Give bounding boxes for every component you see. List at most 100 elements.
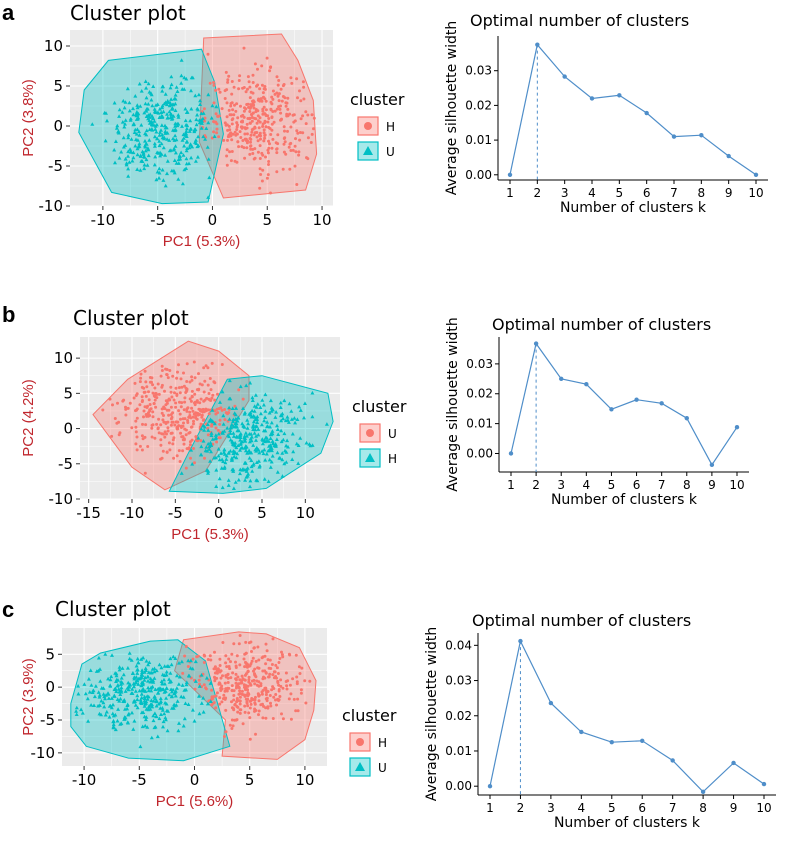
data-point-h — [221, 674, 224, 678]
data-point-u — [110, 653, 114, 657]
data-point-h — [247, 711, 251, 715]
data-point-h — [254, 117, 258, 121]
silhouette-point — [559, 376, 564, 382]
data-point-u — [148, 676, 153, 681]
data-point-u — [131, 155, 136, 160]
data-point-h — [231, 724, 235, 728]
data-point-u — [111, 713, 116, 718]
data-point-h — [299, 688, 303, 692]
data-point-u — [187, 674, 192, 678]
data-point-u — [126, 135, 131, 140]
data-point-h — [208, 654, 212, 658]
data-point-h — [216, 392, 219, 396]
data-point-u — [244, 469, 249, 473]
data-point-u — [146, 688, 151, 693]
data-point-u — [160, 681, 165, 685]
data-point-h — [173, 391, 176, 395]
data-point-u — [254, 405, 259, 409]
data-point-u — [96, 690, 101, 694]
data-point-h — [213, 381, 217, 385]
data-point-u — [234, 417, 239, 422]
data-point-u — [162, 135, 167, 140]
data-point-u — [233, 480, 238, 484]
data-point-h — [164, 367, 168, 371]
data-point-u — [152, 711, 157, 715]
data-point-h — [250, 697, 254, 700]
data-point-u — [169, 689, 174, 694]
data-point-h — [270, 95, 274, 99]
x-tick-label: 5 — [608, 801, 616, 815]
data-point-u — [255, 478, 260, 483]
data-point-h — [253, 126, 257, 130]
y-tick-label: 0.02 — [465, 98, 492, 112]
data-point-u — [82, 682, 87, 686]
data-point-u — [159, 141, 164, 146]
data-point-u — [160, 167, 165, 172]
data-point-u — [238, 442, 243, 446]
data-point-u — [254, 460, 259, 464]
data-point-h — [160, 385, 164, 389]
data-point-u — [137, 129, 141, 134]
data-point-h — [169, 385, 173, 389]
data-point-u — [270, 429, 275, 433]
data-point-u — [144, 132, 149, 137]
data-point-h — [214, 694, 218, 698]
data-point-u — [304, 440, 309, 445]
data-point-u — [324, 422, 329, 426]
data-point-u — [151, 116, 155, 120]
x-tick-label: 5 — [262, 211, 272, 229]
data-point-u — [232, 454, 237, 459]
data-point-u — [139, 89, 144, 93]
data-point-u — [182, 143, 187, 148]
data-point-u — [137, 144, 142, 148]
data-point-u — [152, 134, 157, 139]
data-point-h — [187, 415, 191, 419]
data-point-u — [128, 147, 133, 151]
data-point-u — [131, 727, 136, 731]
data-point-h — [225, 148, 229, 152]
silhouette-point — [709, 462, 715, 468]
data-point-h — [148, 409, 152, 413]
data-point-u — [221, 459, 226, 464]
data-point-h — [203, 116, 207, 120]
data-point-h — [249, 702, 253, 706]
data-point-u — [109, 705, 114, 710]
panel-label-b: b — [2, 302, 15, 327]
data-point-h — [264, 155, 267, 159]
data-point-h — [263, 686, 267, 690]
data-point-u — [209, 433, 214, 437]
cluster-points-h — [200, 46, 316, 195]
data-point-u — [269, 448, 274, 453]
data-point-u — [184, 156, 189, 161]
data-point-u — [149, 698, 154, 702]
data-point-u — [156, 151, 161, 155]
data-point-h — [289, 692, 293, 696]
data-point-h — [253, 682, 257, 686]
data-point-h — [261, 91, 265, 95]
data-point-u — [249, 458, 254, 462]
data-point-h — [241, 139, 245, 142]
data-point-h — [240, 125, 244, 129]
data-point-h — [271, 637, 275, 641]
data-point-h — [244, 661, 248, 665]
data-point-h — [202, 390, 206, 394]
data-point-u — [144, 668, 148, 672]
data-point-u — [79, 707, 84, 712]
data-point-h — [180, 401, 184, 405]
data-point-h — [239, 104, 242, 108]
silhouette-point — [671, 134, 677, 139]
data-point-u — [152, 669, 157, 674]
data-point-u — [153, 109, 157, 113]
x-tick-label: -5 — [132, 771, 147, 789]
legend-triangle-marker — [363, 146, 373, 155]
data-point-u — [86, 677, 91, 681]
data-point-u — [97, 693, 102, 697]
silhouette-point — [609, 407, 614, 412]
data-point-u — [193, 679, 198, 683]
data-point-u — [142, 110, 147, 115]
data-point-h — [296, 131, 300, 135]
data-point-u — [179, 73, 184, 78]
data-point-h — [259, 137, 262, 141]
data-point-h — [165, 432, 168, 436]
data-point-u — [164, 708, 169, 713]
